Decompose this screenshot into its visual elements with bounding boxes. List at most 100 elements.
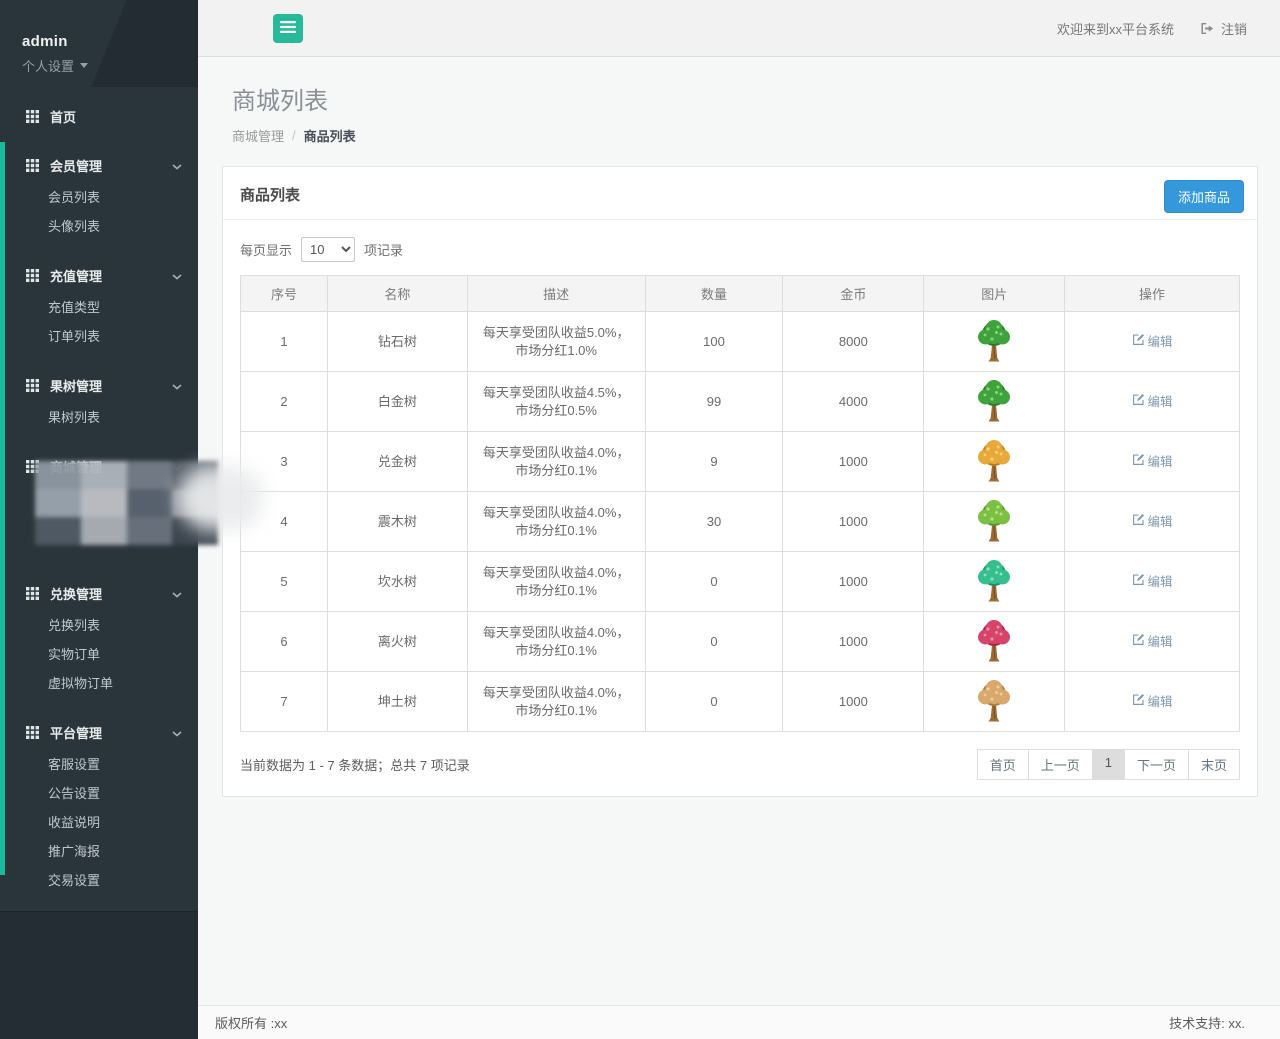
table-row: 5 坎水树 每天享受团队收益4.0%，市场分红0.1% 0 1000 编辑 <box>240 551 1240 612</box>
sidebar-subitem-虚拟物订单[interactable]: 虚拟物订单 <box>48 676 114 691</box>
sidebar-item-label: 充值管理 <box>50 269 103 284</box>
cell-image <box>923 371 1066 432</box>
records-status: 当前数据为 1 - 7 条数据；总共 7 项记录 <box>240 758 470 773</box>
menu-toggle-button[interactable] <box>273 13 303 43</box>
cell-index: 1 <box>240 311 328 372</box>
navbar-right: 欢迎来到xx平台系统 注销 <box>1057 19 1280 38</box>
cell-qty: 0 <box>644 671 784 732</box>
sidebar-subitem-充值类型[interactable]: 充值类型 <box>48 300 101 315</box>
cell-name: 钻石树 <box>326 311 468 372</box>
edit-button[interactable]: 编辑 <box>1132 453 1173 471</box>
column-header-名称: 名称 <box>326 275 468 312</box>
page-button-下一页[interactable]: 下一页 <box>1123 749 1189 780</box>
cell-name: 坎水树 <box>326 551 468 612</box>
edit-button[interactable]: 编辑 <box>1132 393 1173 411</box>
cell-actions: 编辑 <box>1064 671 1240 732</box>
breadcrumb-parent[interactable]: 商城管理 <box>232 129 285 144</box>
sidebar-subitem-客服设置[interactable]: 客服设置 <box>48 757 101 772</box>
profile-settings-link[interactable]: 个人设置 <box>22 56 176 75</box>
sidebar-subitem-果树列表[interactable]: 果树列表 <box>48 410 101 425</box>
cell-coins: 8000 <box>782 311 925 372</box>
cell-image <box>923 611 1066 672</box>
card-body: 每页显示 10 项记录 序号 名称 描述 数量 金币 图片 操作 1 钻石树 每天享受团队收益5… <box>223 220 1257 796</box>
caret-down-icon <box>80 63 89 68</box>
edit-button[interactable]: 编辑 <box>1132 573 1173 591</box>
cell-index: 6 <box>240 611 328 672</box>
edit-icon <box>1132 693 1145 711</box>
add-goods-button[interactable]: 添加商品 <box>1163 180 1244 213</box>
sidebar-subitem-头像列表[interactable]: 头像列表 <box>48 219 101 234</box>
per-page-select[interactable]: 10 <box>301 237 356 262</box>
censored-blob <box>178 466 264 530</box>
edit-label: 编辑 <box>1147 574 1173 589</box>
sidebar-subitem-订单列表[interactable]: 订单列表 <box>48 329 101 344</box>
sidebar-item-兑换管理[interactable]: 兑换管理 <box>0 575 198 612</box>
tech-support-text: 技术支持: xx. <box>1169 1016 1245 1031</box>
breadcrumb-separator: / <box>292 128 296 143</box>
table-footer: 当前数据为 1 - 7 条数据；总共 7 项记录 首页 上一页 1 下一页 末页 <box>240 749 1240 780</box>
logout-label: 注销 <box>1220 21 1247 37</box>
page-button-末页[interactable]: 末页 <box>1187 749 1240 780</box>
goods-card: 商品列表 添加商品 每页显示 10 项记录 序号 名称 描述 数量 金币 图片 操作 1 钻石… <box>222 166 1258 797</box>
cell-index: 2 <box>240 371 328 432</box>
sidebar-item-home[interactable]: 首页 <box>0 98 198 135</box>
cell-name: 离火树 <box>326 611 468 672</box>
table-row: 2 白金树 每天享受团队收益4.5%，市场分红0.5% 99 4000 编辑 <box>240 371 1240 432</box>
page-button-首页[interactable]: 首页 <box>976 749 1029 780</box>
column-header-图片: 图片 <box>923 275 1066 312</box>
edit-button[interactable]: 编辑 <box>1132 513 1173 531</box>
edit-label: 编辑 <box>1147 514 1173 529</box>
cell-qty: 100 <box>644 311 784 372</box>
sidebar-item-充值管理[interactable]: 充值管理 <box>0 257 198 294</box>
cell-coins: 4000 <box>782 371 925 432</box>
sidebar-subitem-交易设置[interactable]: 交易设置 <box>48 873 101 888</box>
cell-qty: 30 <box>644 491 784 552</box>
cell-qty: 9 <box>644 431 784 492</box>
edit-button[interactable]: 编辑 <box>1132 693 1173 711</box>
sidebar-subitem-实物订单[interactable]: 实物订单 <box>48 647 101 662</box>
table-row: 1 钻石树 每天享受团队收益5.0%，市场分红1.0% 100 8000 编辑 <box>240 311 1240 372</box>
top-navbar: 欢迎来到xx平台系统 注销 <box>198 0 1280 57</box>
per-page-control: 每页显示 10 项记录 <box>240 237 1240 262</box>
sidebar-section: 会员管理会员列表头像列表 <box>0 147 198 242</box>
logout-icon <box>1201 22 1214 34</box>
sidebar-item-label: 平台管理 <box>50 726 103 741</box>
sidebar-item-会员管理[interactable]: 会员管理 <box>0 147 198 184</box>
per-page-label-before: 每页显示 <box>240 243 293 258</box>
cell-qty: 0 <box>644 551 784 612</box>
sidebar-subitem-公告设置[interactable]: 公告设置 <box>48 786 101 801</box>
page-button-上一页[interactable]: 上一页 <box>1027 749 1093 780</box>
cell-name: 兑金树 <box>326 431 468 492</box>
sidebar: admin 个人设置 首页 会员管理会员列表头像列表充值管理充值类型订单列表果树… <box>0 0 264 1039</box>
card-header: 商品列表 添加商品 <box>223 167 1257 220</box>
cell-desc: 每天享受团队收益4.0%，市场分红0.1% <box>466 551 646 612</box>
goods-table: 序号 名称 描述 数量 金币 图片 操作 1 钻石树 每天享受团队收益5.0%，市场分红1.0%… <box>240 275 1240 732</box>
grid-icon <box>26 159 39 172</box>
username: admin <box>22 33 68 50</box>
cell-actions: 编辑 <box>1064 611 1240 672</box>
sidebar-subitem-会员列表[interactable]: 会员列表 <box>48 190 101 205</box>
cell-actions: 编辑 <box>1064 491 1240 552</box>
edit-label: 编辑 <box>1147 334 1173 349</box>
edit-icon <box>1132 333 1145 351</box>
sidebar-subitem-兑换列表[interactable]: 兑换列表 <box>48 618 101 633</box>
cell-index: 7 <box>240 671 328 732</box>
chevron-down-icon <box>172 726 182 741</box>
title-block: 商城列表 商城管理 / 商品列表 <box>198 57 1280 145</box>
cell-actions: 编辑 <box>1064 431 1240 492</box>
cell-desc: 每天享受团队收益4.0%，市场分红0.1% <box>466 431 646 492</box>
edit-button[interactable]: 编辑 <box>1132 633 1173 651</box>
edit-label: 编辑 <box>1147 454 1173 469</box>
sidebar-item-果树管理[interactable]: 果树管理 <box>0 367 198 404</box>
grid-icon <box>26 726 39 739</box>
cell-image <box>923 311 1066 372</box>
sidebar-item-平台管理[interactable]: 平台管理 <box>0 714 198 751</box>
edit-label: 编辑 <box>1147 634 1173 649</box>
logout-button[interactable]: 注销 <box>1200 19 1247 38</box>
cell-desc: 每天享受团队收益4.5%，市场分红0.5% <box>466 371 646 432</box>
sidebar-subitem-推广海报[interactable]: 推广海报 <box>48 844 101 859</box>
edit-button[interactable]: 编辑 <box>1132 333 1173 351</box>
tan-tree-image <box>928 679 1060 725</box>
page-button-1[interactable]: 1 <box>1091 749 1125 780</box>
sidebar-subitem-收益说明[interactable]: 收益说明 <box>48 815 101 830</box>
